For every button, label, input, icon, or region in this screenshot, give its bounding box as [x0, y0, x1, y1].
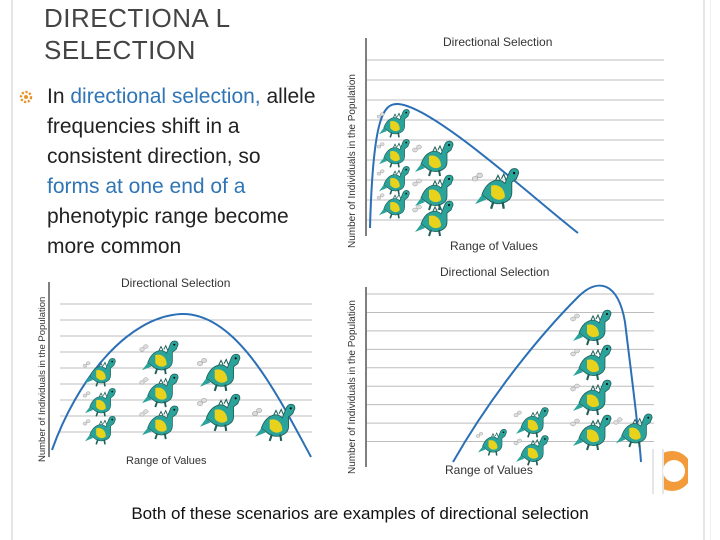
- dinosaur-icon: [412, 200, 454, 237]
- dinosaur-icon: [197, 353, 241, 392]
- y-axis-label: Number of Individuals in the Population: [37, 297, 48, 462]
- dinosaur-icon: [570, 309, 612, 346]
- dinosaur-icon: [513, 407, 549, 438]
- dinosaur-icon: [82, 388, 116, 417]
- dinosaur-icon: [139, 373, 179, 408]
- bullet-text-3: phenotypic range become more common: [47, 205, 289, 258]
- bullet-text-1: In: [47, 85, 71, 108]
- dinosaur-icon: [376, 109, 410, 138]
- bullet-text-2: allele frequencies shift in a consistent…: [47, 85, 316, 168]
- slide-frame-left: [11, 0, 13, 540]
- distribution-curve: [452, 284, 642, 463]
- dinosaur-icon: [82, 416, 116, 445]
- dinosaur-icon: [139, 405, 179, 440]
- dinosaur-icon: [376, 139, 410, 168]
- slide-frame-right: [703, 0, 705, 540]
- x-axis-label: Range of Values: [126, 455, 207, 467]
- dinosaur-icon: [376, 166, 410, 195]
- dinosaur-icon: [412, 174, 454, 211]
- dinosaur-icon: [475, 429, 507, 456]
- dinosaur-icon: [570, 344, 612, 381]
- dinosaur-icon: [613, 413, 653, 448]
- chart-bottom-right: Directional Selection Range of Values Nu…: [343, 262, 658, 480]
- chart-title: Directional Selection: [121, 276, 230, 290]
- dinosaur-icon: [412, 140, 454, 177]
- dinosaur-icon: [139, 340, 179, 375]
- distribution-curve: [369, 102, 579, 234]
- x-axis-label: Range of Values: [450, 239, 538, 253]
- y-axis-label: Number of Individuals in the Population: [347, 74, 358, 248]
- slide-caption: Both of these scenarios are examples of …: [131, 504, 589, 523]
- bullet-text: In directional selection, allele frequen…: [47, 82, 317, 272]
- chart-title: Directional Selection: [440, 265, 549, 279]
- dinosaur-icon: [471, 168, 520, 210]
- distribution-curve: [51, 312, 312, 458]
- bullet-highlight-1: directional selection,: [70, 85, 261, 108]
- decorative-circle-icon: [648, 449, 688, 494]
- slide-frame-right-inner: [710, 0, 711, 540]
- dinosaur-icon: [570, 414, 612, 451]
- dinosaur-icon: [376, 190, 410, 219]
- chart-bottom-left: Directional Selection Range of Values Nu…: [36, 272, 316, 468]
- dinosaur-icon: [252, 403, 296, 442]
- dinosaur-icon: [197, 393, 241, 432]
- dinosaur-icon: [82, 358, 116, 387]
- y-axis-label: Number of Individuals in the Population: [347, 300, 358, 474]
- gear-bullet-icon: [19, 90, 33, 104]
- dinosaur-icon: [513, 435, 549, 466]
- bullet-highlight-2: forms at one end of a: [47, 175, 246, 198]
- chart-title: Directional Selection: [443, 35, 552, 49]
- x-axis-label: Range of Values: [445, 463, 533, 477]
- chart-top-right: Directional Selection Range of Values Nu…: [343, 28, 668, 260]
- dinosaur-icon: [570, 379, 612, 416]
- slide-title: DIRECTIONA L SELECTION: [44, 3, 230, 65]
